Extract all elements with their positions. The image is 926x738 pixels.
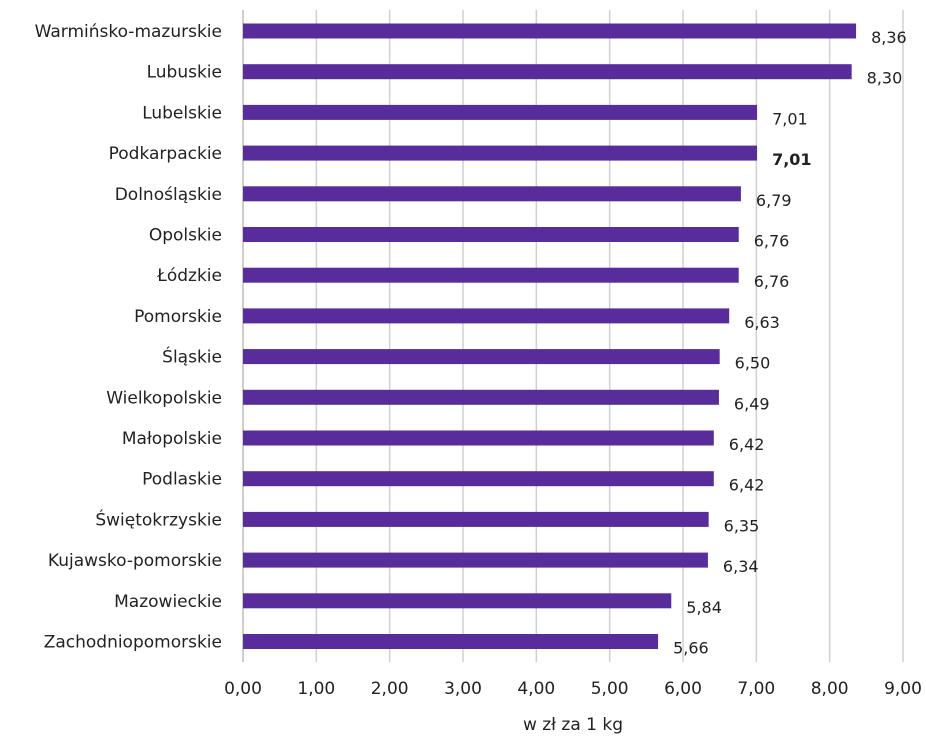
bar (243, 349, 720, 365)
x-tick-label: 0,00 (224, 679, 262, 699)
x-tick-labels: 0,00 1,00 2,00 3,00 4,00 5,00 6,00 7,00 8,00 9,00 (224, 679, 922, 699)
category-label: Kujawsko-pomorskie (48, 551, 222, 571)
category-label: Podkarpackie (109, 144, 222, 164)
bar (243, 227, 739, 242)
bar (243, 64, 852, 80)
x-tick-label: 3,00 (444, 679, 482, 699)
bar (243, 552, 708, 568)
category-label: Mazowieckie (114, 592, 222, 612)
data-label: 6,50 (735, 354, 771, 373)
x-tick-label: 6,00 (664, 679, 702, 699)
x-axis-title: w zł za 1 kg (523, 715, 623, 735)
data-label: 7,01 (772, 150, 811, 169)
x-tick-label: 4,00 (517, 679, 555, 699)
category-label: Wielkopolskie (106, 388, 222, 408)
data-label: 6,35 (724, 516, 760, 535)
category-label: Pomorskie (134, 307, 222, 327)
bar (243, 23, 857, 39)
category-label: Łódzkie (156, 266, 222, 286)
category-label: Lubuskie (147, 63, 222, 83)
data-label: 6,79 (756, 191, 792, 210)
bar (243, 511, 709, 527)
bars (243, 23, 857, 649)
x-tick-label: 8,00 (811, 679, 849, 699)
bar (243, 471, 714, 487)
category-label: Świętokrzyskie (95, 508, 222, 530)
data-label: 8,30 (867, 69, 903, 88)
category-label: Lubelskie (142, 103, 222, 123)
bar (243, 267, 739, 283)
category-labels: Warmińsko-mazurskie Lubuskie Lubelskie Podk… (35, 22, 222, 653)
data-label: 5,66 (673, 639, 709, 658)
bar (243, 593, 672, 609)
data-label: 5,84 (686, 598, 722, 617)
data-label: 8,36 (871, 28, 907, 47)
category-label: Warmińsko-mazurskie (35, 22, 222, 42)
category-label: Podlaskie (142, 470, 222, 490)
data-label: 6,34 (723, 557, 759, 576)
data-label: 6,49 (734, 394, 770, 413)
category-label: Śląskie (162, 346, 222, 368)
category-label: Zachodniopomorskie (44, 633, 222, 653)
bar (243, 634, 659, 649)
x-tick-label: 5,00 (591, 679, 629, 699)
x-tick-label: 7,00 (737, 679, 775, 699)
bar (243, 145, 758, 161)
value-labels: 8,36 8,30 7,01 7,01 6,79 6,76 6,76 6,63 6,50 6,49… (673, 28, 907, 658)
data-label: 6,76 (754, 232, 790, 251)
x-tick-label: 2,00 (371, 679, 409, 699)
category-label: Dolnośląskie (115, 185, 222, 205)
bar (243, 308, 730, 324)
category-label: Opolskie (149, 226, 222, 246)
bar (243, 104, 758, 120)
bar (243, 186, 741, 202)
data-label: 6,42 (729, 435, 765, 454)
bar (243, 430, 714, 446)
data-label: 6,76 (754, 272, 790, 291)
x-tick-label: 1,00 (297, 679, 335, 699)
data-label: 6,63 (744, 313, 780, 332)
data-label: 6,42 (729, 476, 765, 495)
x-tick-label: 9,00 (884, 679, 922, 699)
bar (243, 389, 719, 405)
data-label: 7,01 (772, 109, 808, 128)
category-label: Małopolskie (122, 429, 222, 449)
